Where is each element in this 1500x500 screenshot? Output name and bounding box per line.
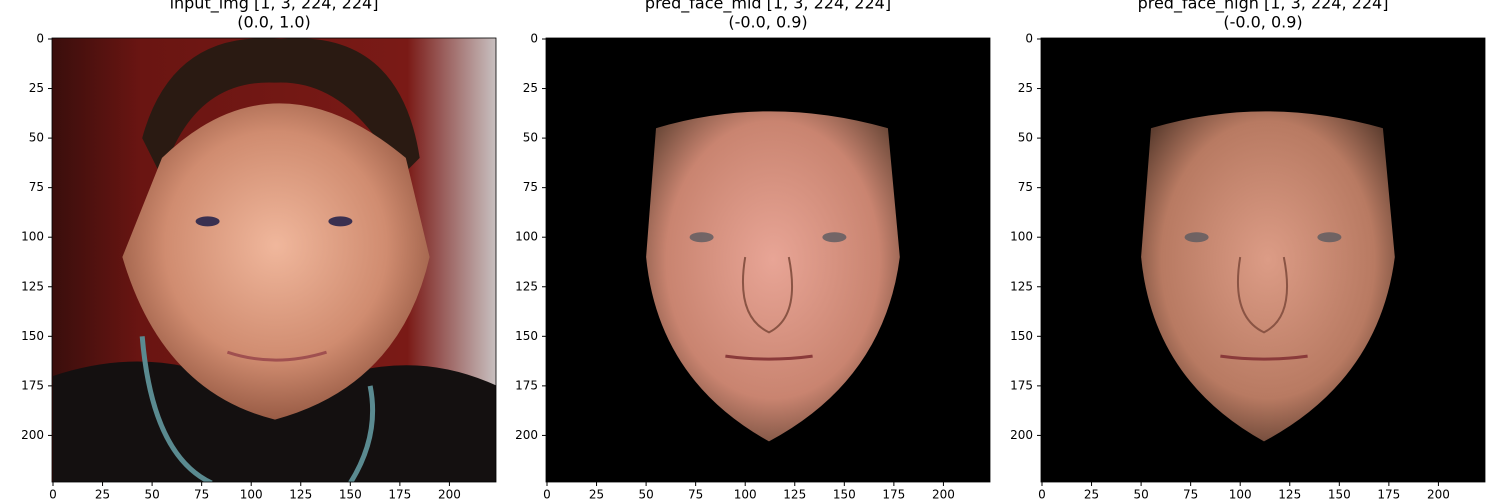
face	[646, 111, 900, 442]
x-tick-label: 100	[1229, 488, 1252, 500]
y-tick-label: 25	[523, 81, 538, 95]
x-tick-label: 50	[638, 488, 653, 500]
image-panel: input_img [1, 3, 224, 224](0.0, 1.0) 0 25 5…	[21, 0, 497, 500]
y-tick-label: 125	[515, 279, 538, 293]
y-tick-label: 200	[21, 428, 44, 442]
y-tick-label: 75	[29, 180, 44, 194]
x-tick-label: 50	[144, 488, 159, 500]
x-tick-label: 125	[1278, 488, 1301, 500]
y-tick-label: 150	[21, 329, 44, 343]
y-tick-label: 50	[523, 131, 538, 145]
x-tick-label: 150	[339, 488, 362, 500]
nose	[741, 256, 794, 334]
headphones	[139, 336, 376, 482]
nose	[1236, 256, 1289, 334]
y-tick-label: 200	[1010, 428, 1033, 442]
x-tick-label: 0	[1038, 488, 1046, 500]
eye	[822, 232, 847, 243]
eye	[1317, 232, 1342, 243]
y-tick-label: 50	[1018, 131, 1033, 145]
mouth	[1220, 354, 1308, 361]
mouth	[725, 354, 813, 361]
x-tick-label: 75	[688, 488, 703, 500]
y-tick-label: 0	[530, 31, 538, 45]
y-tick-label: 200	[515, 428, 538, 442]
axes-frame	[1040, 37, 1486, 483]
image-panel: pred_face_mid [1, 3, 224, 224](-0.0, 0.9…	[515, 0, 991, 500]
eye	[689, 232, 714, 243]
image	[546, 38, 990, 482]
x-tick-label: 200	[932, 488, 955, 500]
face	[122, 103, 430, 420]
y-tick-label: 175	[515, 378, 538, 392]
image	[52, 38, 496, 482]
y-tick-label: 175	[1010, 378, 1033, 392]
eye	[1184, 232, 1209, 243]
chart-title: input_img [1, 3, 224, 224]	[170, 0, 379, 14]
y-tick-label: 150	[1010, 329, 1033, 343]
x-tick-label: 75	[1183, 488, 1198, 500]
y-tick-label: 125	[21, 279, 44, 293]
x-tick-label: 0	[49, 488, 57, 500]
mouth	[226, 350, 327, 362]
y-tick-label: 75	[523, 180, 538, 194]
x-tick-label: 125	[289, 488, 312, 500]
hair	[142, 38, 420, 178]
x-tick-label: 175	[1377, 488, 1400, 500]
x-tick-label: 125	[783, 488, 806, 500]
x-tick-label: 25	[95, 488, 110, 500]
face	[1141, 111, 1395, 442]
x-tick-label: 25	[1084, 488, 1099, 500]
y-tick-label: 0	[1025, 31, 1033, 45]
y-tick-label: 100	[1010, 230, 1033, 244]
chart-subtitle: (-0.0, 0.9)	[1223, 13, 1302, 32]
y-tick-label: 125	[1010, 279, 1033, 293]
x-tick-label: 100	[734, 488, 757, 500]
x-tick-label: 200	[1427, 488, 1450, 500]
axes-frame	[51, 37, 497, 483]
x-tick-label: 100	[240, 488, 263, 500]
y-tick-label: 50	[29, 131, 44, 145]
y-tick-label: 175	[21, 378, 44, 392]
axes-frame	[545, 37, 991, 483]
eye	[195, 216, 220, 227]
chart-subtitle: (-0.0, 0.9)	[728, 13, 807, 32]
y-tick-label: 25	[1018, 81, 1033, 95]
eye	[328, 216, 353, 227]
image-panel: pred_face_high [1, 3, 224, 224](-0.0, 0.…	[1010, 0, 1486, 500]
x-tick-label: 150	[1328, 488, 1351, 500]
y-tick-label: 150	[515, 329, 538, 343]
y-tick-label: 100	[515, 230, 538, 244]
image	[1041, 38, 1485, 482]
x-tick-label: 150	[833, 488, 856, 500]
x-tick-label: 0	[543, 488, 551, 500]
y-tick-label: 25	[29, 81, 44, 95]
x-tick-label: 200	[438, 488, 461, 500]
shirt	[52, 361, 496, 482]
y-tick-label: 100	[21, 230, 44, 244]
x-tick-label: 75	[194, 488, 209, 500]
x-tick-label: 25	[589, 488, 604, 500]
y-tick-label: 75	[1018, 180, 1033, 194]
chart-title: pred_face_mid [1, 3, 224, 224]	[645, 0, 891, 14]
y-tick-label: 0	[36, 31, 44, 45]
x-tick-label: 175	[388, 488, 411, 500]
chart-title: pred_face_high [1, 3, 224, 224]	[1138, 0, 1389, 14]
chart-subtitle: (0.0, 1.0)	[237, 13, 311, 32]
x-tick-label: 50	[1133, 488, 1148, 500]
x-tick-label: 175	[882, 488, 905, 500]
